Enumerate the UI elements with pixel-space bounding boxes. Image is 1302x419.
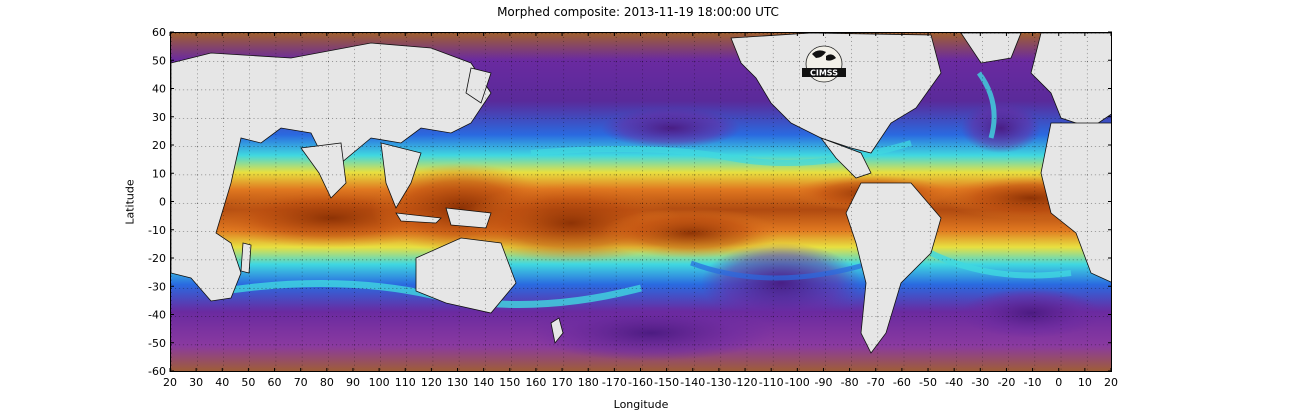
x-tick-label: 150 xyxy=(499,376,520,389)
map-canvas xyxy=(171,33,1111,371)
y-tick-label: 60 xyxy=(152,26,166,39)
x-tick-label: 50 xyxy=(241,376,255,389)
x-tick-label: 130 xyxy=(447,376,468,389)
y-tick-label: -40 xyxy=(148,309,166,322)
x-tick-label: 70 xyxy=(294,376,308,389)
x-tick-label: 180 xyxy=(578,376,599,389)
x-tick-label: -170 xyxy=(602,376,627,389)
x-tick-label: 20 xyxy=(1104,376,1118,389)
x-tick-label: 90 xyxy=(346,376,360,389)
y-tick-label: -20 xyxy=(148,252,166,265)
x-tick-label: -110 xyxy=(759,376,784,389)
x-tick-label: 120 xyxy=(421,376,442,389)
x-tick-label: 10 xyxy=(1078,376,1092,389)
svg-text:CIMSS: CIMSS xyxy=(810,69,838,78)
x-axis-label: Longitude xyxy=(613,398,669,411)
x-tick-label: -100 xyxy=(785,376,810,389)
y-tick-label: 50 xyxy=(152,54,166,67)
x-tick-label: 80 xyxy=(320,376,334,389)
x-tick-label: 30 xyxy=(189,376,203,389)
y-tick-label: -60 xyxy=(148,365,166,378)
x-tick-label: -40 xyxy=(945,376,963,389)
precipitable-water-map xyxy=(170,32,1112,372)
y-tick-label: -10 xyxy=(148,224,166,237)
graticule xyxy=(171,33,1111,371)
y-tick-label: -30 xyxy=(148,280,166,293)
map-title: Morphed composite: 2013-11-19 18:00:00 U… xyxy=(497,5,779,19)
x-tick-label: -150 xyxy=(654,376,679,389)
x-tick-label: -10 xyxy=(1024,376,1042,389)
x-tick-label: 20 xyxy=(163,376,177,389)
x-tick-label: -130 xyxy=(706,376,731,389)
y-tick-label: 0 xyxy=(159,196,166,209)
x-tick-label: -120 xyxy=(733,376,758,389)
x-axis: 20 30 40 50 60 70 80 90 100 110 120 130 140 150 160 170… xyxy=(163,32,1118,389)
y-tick-label: 40 xyxy=(152,83,166,96)
x-tick-label: 110 xyxy=(395,376,416,389)
x-tick-label: -50 xyxy=(919,376,937,389)
x-tick-label: -140 xyxy=(680,376,705,389)
cimss-logo: CIMSS xyxy=(802,45,846,83)
x-tick-label: -30 xyxy=(971,376,989,389)
x-tick-label: -80 xyxy=(841,376,859,389)
y-tick-label: 10 xyxy=(152,167,166,180)
x-tick-label: -160 xyxy=(628,376,653,389)
x-tick-label: 140 xyxy=(473,376,494,389)
x-tick-label: -90 xyxy=(814,376,832,389)
x-tick-label: 60 xyxy=(268,376,282,389)
y-axis: 60 50 40 30 20 10 0 -10 -20 -30 -40 -50 -60 xyxy=(148,26,1112,378)
y-axis-label: Latitude xyxy=(123,179,137,225)
x-tick-label: -20 xyxy=(997,376,1015,389)
x-tick-label: -70 xyxy=(867,376,885,389)
x-tick-label: 100 xyxy=(369,376,390,389)
y-tick-label: 30 xyxy=(152,111,166,124)
y-tick-label: 20 xyxy=(152,139,166,152)
x-tick-label: -60 xyxy=(893,376,911,389)
x-tick-label: 0 xyxy=(1055,376,1062,389)
x-tick-label: 170 xyxy=(552,376,573,389)
y-tick-label: -50 xyxy=(148,337,166,350)
x-tick-label: 160 xyxy=(525,376,546,389)
x-tick-label: 40 xyxy=(215,376,229,389)
